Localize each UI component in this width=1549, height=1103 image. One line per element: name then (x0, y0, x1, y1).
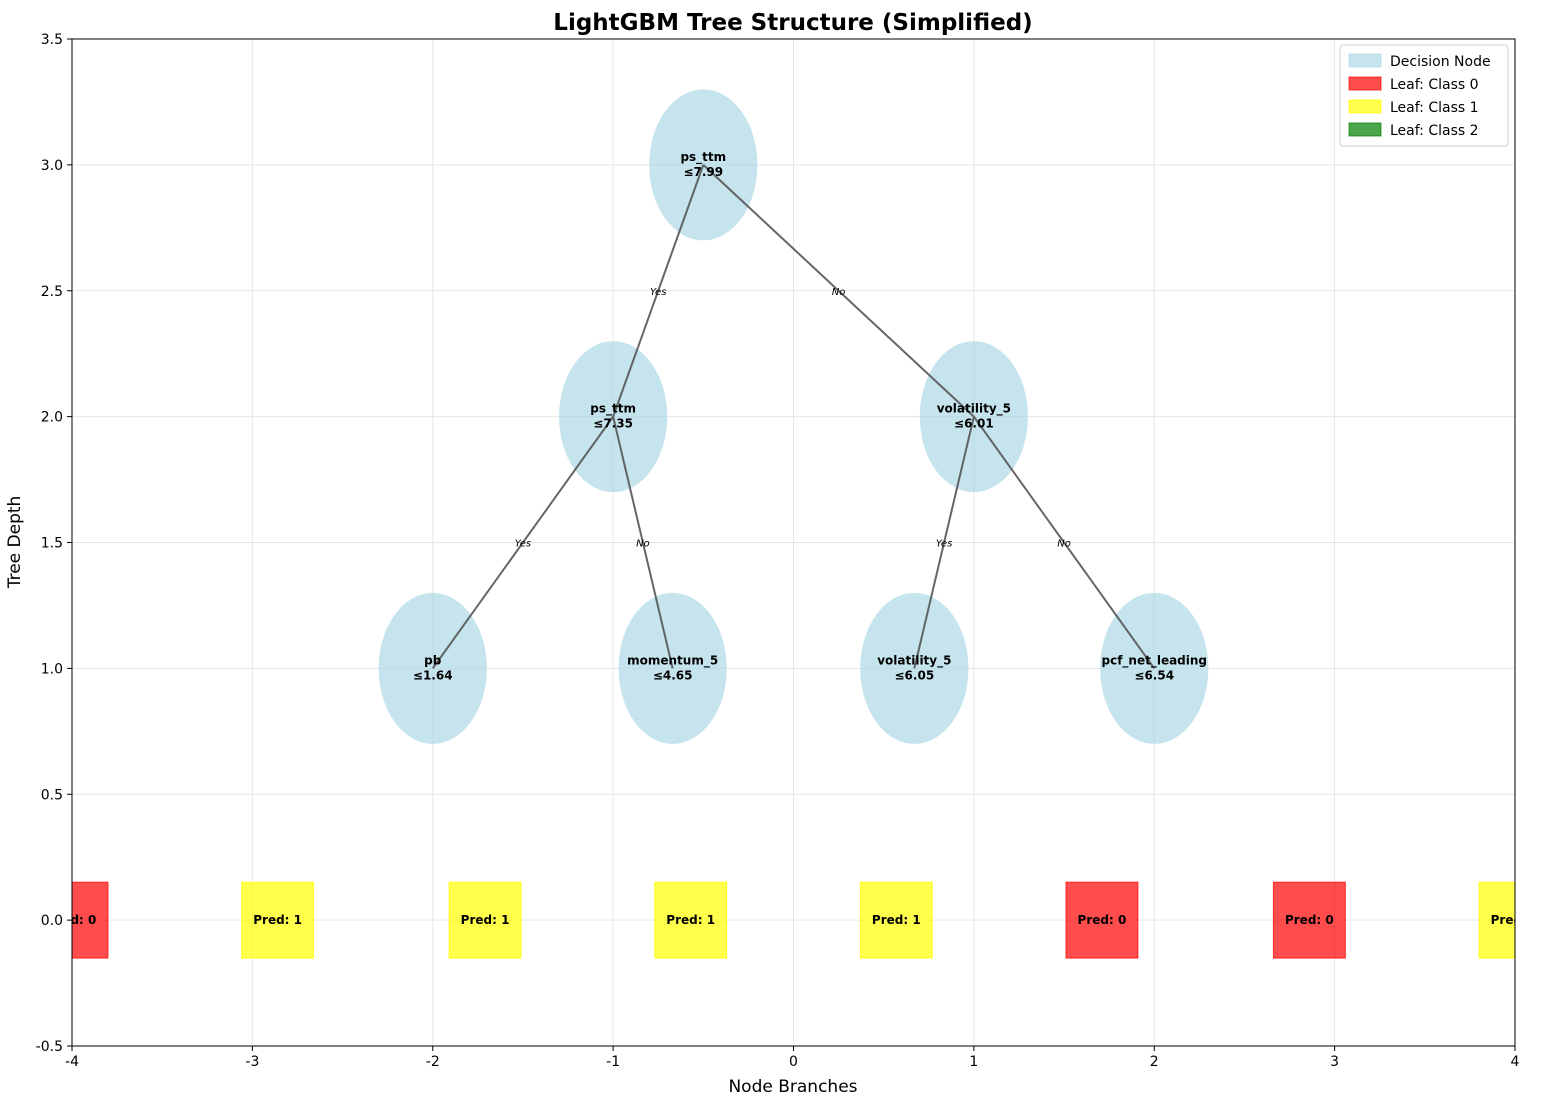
leaf-box (448, 881, 522, 959)
leaf-label: Pred: 1 (461, 913, 510, 927)
node-feature-label: momentum_5 (627, 653, 718, 668)
edge-label: No (832, 287, 846, 298)
node-threshold-label: ≤6.54 (1134, 668, 1174, 682)
x-tick-label: -2 (426, 1054, 440, 1070)
leaf-nodes (72, 881, 1515, 959)
x-tick-label: 1 (969, 1054, 978, 1070)
leaf-label: Pred: 0 (1078, 913, 1127, 927)
leaf-box (654, 881, 728, 959)
legend: Decision Node Leaf: Class 0 Leaf: Class 1 L… (1339, 44, 1509, 147)
leaf-label: Pred: 1 (666, 913, 715, 927)
tree-edges (431, 164, 1156, 669)
y-tick-label: 2.5 (41, 284, 63, 300)
y-tick-label: 1.5 (41, 536, 63, 552)
legend-label: Leaf: Class 1 (1390, 100, 1479, 116)
node-feature-label: ps_ttm (590, 402, 636, 417)
node-threshold-label: ≤7.35 (593, 417, 633, 431)
legend-swatch (1348, 76, 1382, 91)
leaf-label: Pred: 1 (872, 913, 921, 927)
y-tick-label: 0.0 (41, 913, 63, 929)
node-threshold-label: ≤4.65 (653, 668, 693, 682)
leaf-box (72, 881, 109, 959)
x-tick-label: -3 (245, 1054, 259, 1070)
plot-content: Pred: 0 Pred: 1 Pred: 1 Pred: 1 Pred: 1 Pred:… (48, 89, 1540, 959)
edge-line (702, 164, 975, 418)
edge-label: Yes (650, 287, 666, 298)
y-tick-label: 3.5 (41, 32, 63, 48)
leaf-label: Pred: 0 (48, 913, 97, 927)
node-threshold-label: ≤6.01 (954, 417, 994, 431)
edge-line (913, 416, 975, 669)
leaf-label: Pred: 0 (1285, 913, 1334, 927)
edge-line (431, 416, 614, 669)
edge-line (612, 416, 674, 669)
leaf-box (1065, 881, 1139, 959)
node-feature-label: pcf_net_leading (1101, 653, 1207, 668)
legend-swatch (1348, 99, 1382, 114)
node-feature-label: volatility_5 (937, 402, 1011, 417)
chart-title: LightGBM Tree Structure (Simplified) (553, 10, 1032, 36)
x-tick-label: 3 (1330, 1054, 1339, 1070)
x-tick-label: 4 (1511, 1054, 1520, 1070)
edge-line (612, 164, 705, 417)
legend-label: Leaf: Class 2 (1390, 123, 1479, 139)
y-tick-label: 3.0 (41, 158, 63, 174)
node-feature-label: pb (424, 653, 442, 667)
leaf-box (241, 881, 315, 959)
axis-ticks: -4 -3 -2 -1 0 1 2 3 4 -0.5 0.0 0.5 1.0 1.5 2.0 2.5 3.0 3.… (36, 32, 1520, 1070)
x-axis-title: Node Branches (728, 1077, 857, 1097)
x-tick-label: -4 (65, 1054, 79, 1070)
y-tick-label: -0.5 (36, 1039, 63, 1055)
leaf-box (1478, 881, 1515, 959)
edge-line (973, 416, 1156, 669)
x-tick-label: 0 (789, 1054, 798, 1070)
legend-label: Decision Node (1390, 54, 1491, 70)
x-tick-label: -1 (606, 1054, 620, 1070)
node-threshold-label: ≤6.05 (895, 668, 935, 682)
node-labels: Pred: 0 Pred: 1 Pred: 1 Pred: 1 Pred: 1 Pred:… (48, 150, 1540, 927)
legend-swatch (1348, 122, 1382, 137)
node-threshold-label: ≤1.64 (413, 668, 453, 682)
edge-label: Yes (936, 539, 952, 550)
leaf-box (1272, 881, 1346, 959)
legend-swatch (1348, 53, 1382, 68)
edge-label: No (636, 539, 650, 550)
node-feature-label: volatility_5 (877, 653, 951, 668)
edge-label: No (1057, 539, 1071, 550)
legend-box (1339, 44, 1509, 147)
y-tick-label: 0.5 (41, 787, 63, 803)
x-tick-label: 2 (1150, 1054, 1159, 1070)
legend-label: Leaf: Class 0 (1390, 77, 1479, 93)
y-axis-title: Tree Depth (5, 496, 25, 590)
leaf-label: Pred: 1 (1491, 913, 1540, 927)
y-tick-label: 1.0 (41, 661, 63, 677)
leaf-label: Pred: 1 (253, 913, 302, 927)
leaf-box (859, 881, 933, 959)
edge-label: Yes (515, 539, 531, 550)
node-threshold-label: ≤7.99 (683, 165, 723, 179)
y-tick-label: 2.0 (41, 410, 63, 426)
node-feature-label: ps_ttm (680, 150, 726, 165)
